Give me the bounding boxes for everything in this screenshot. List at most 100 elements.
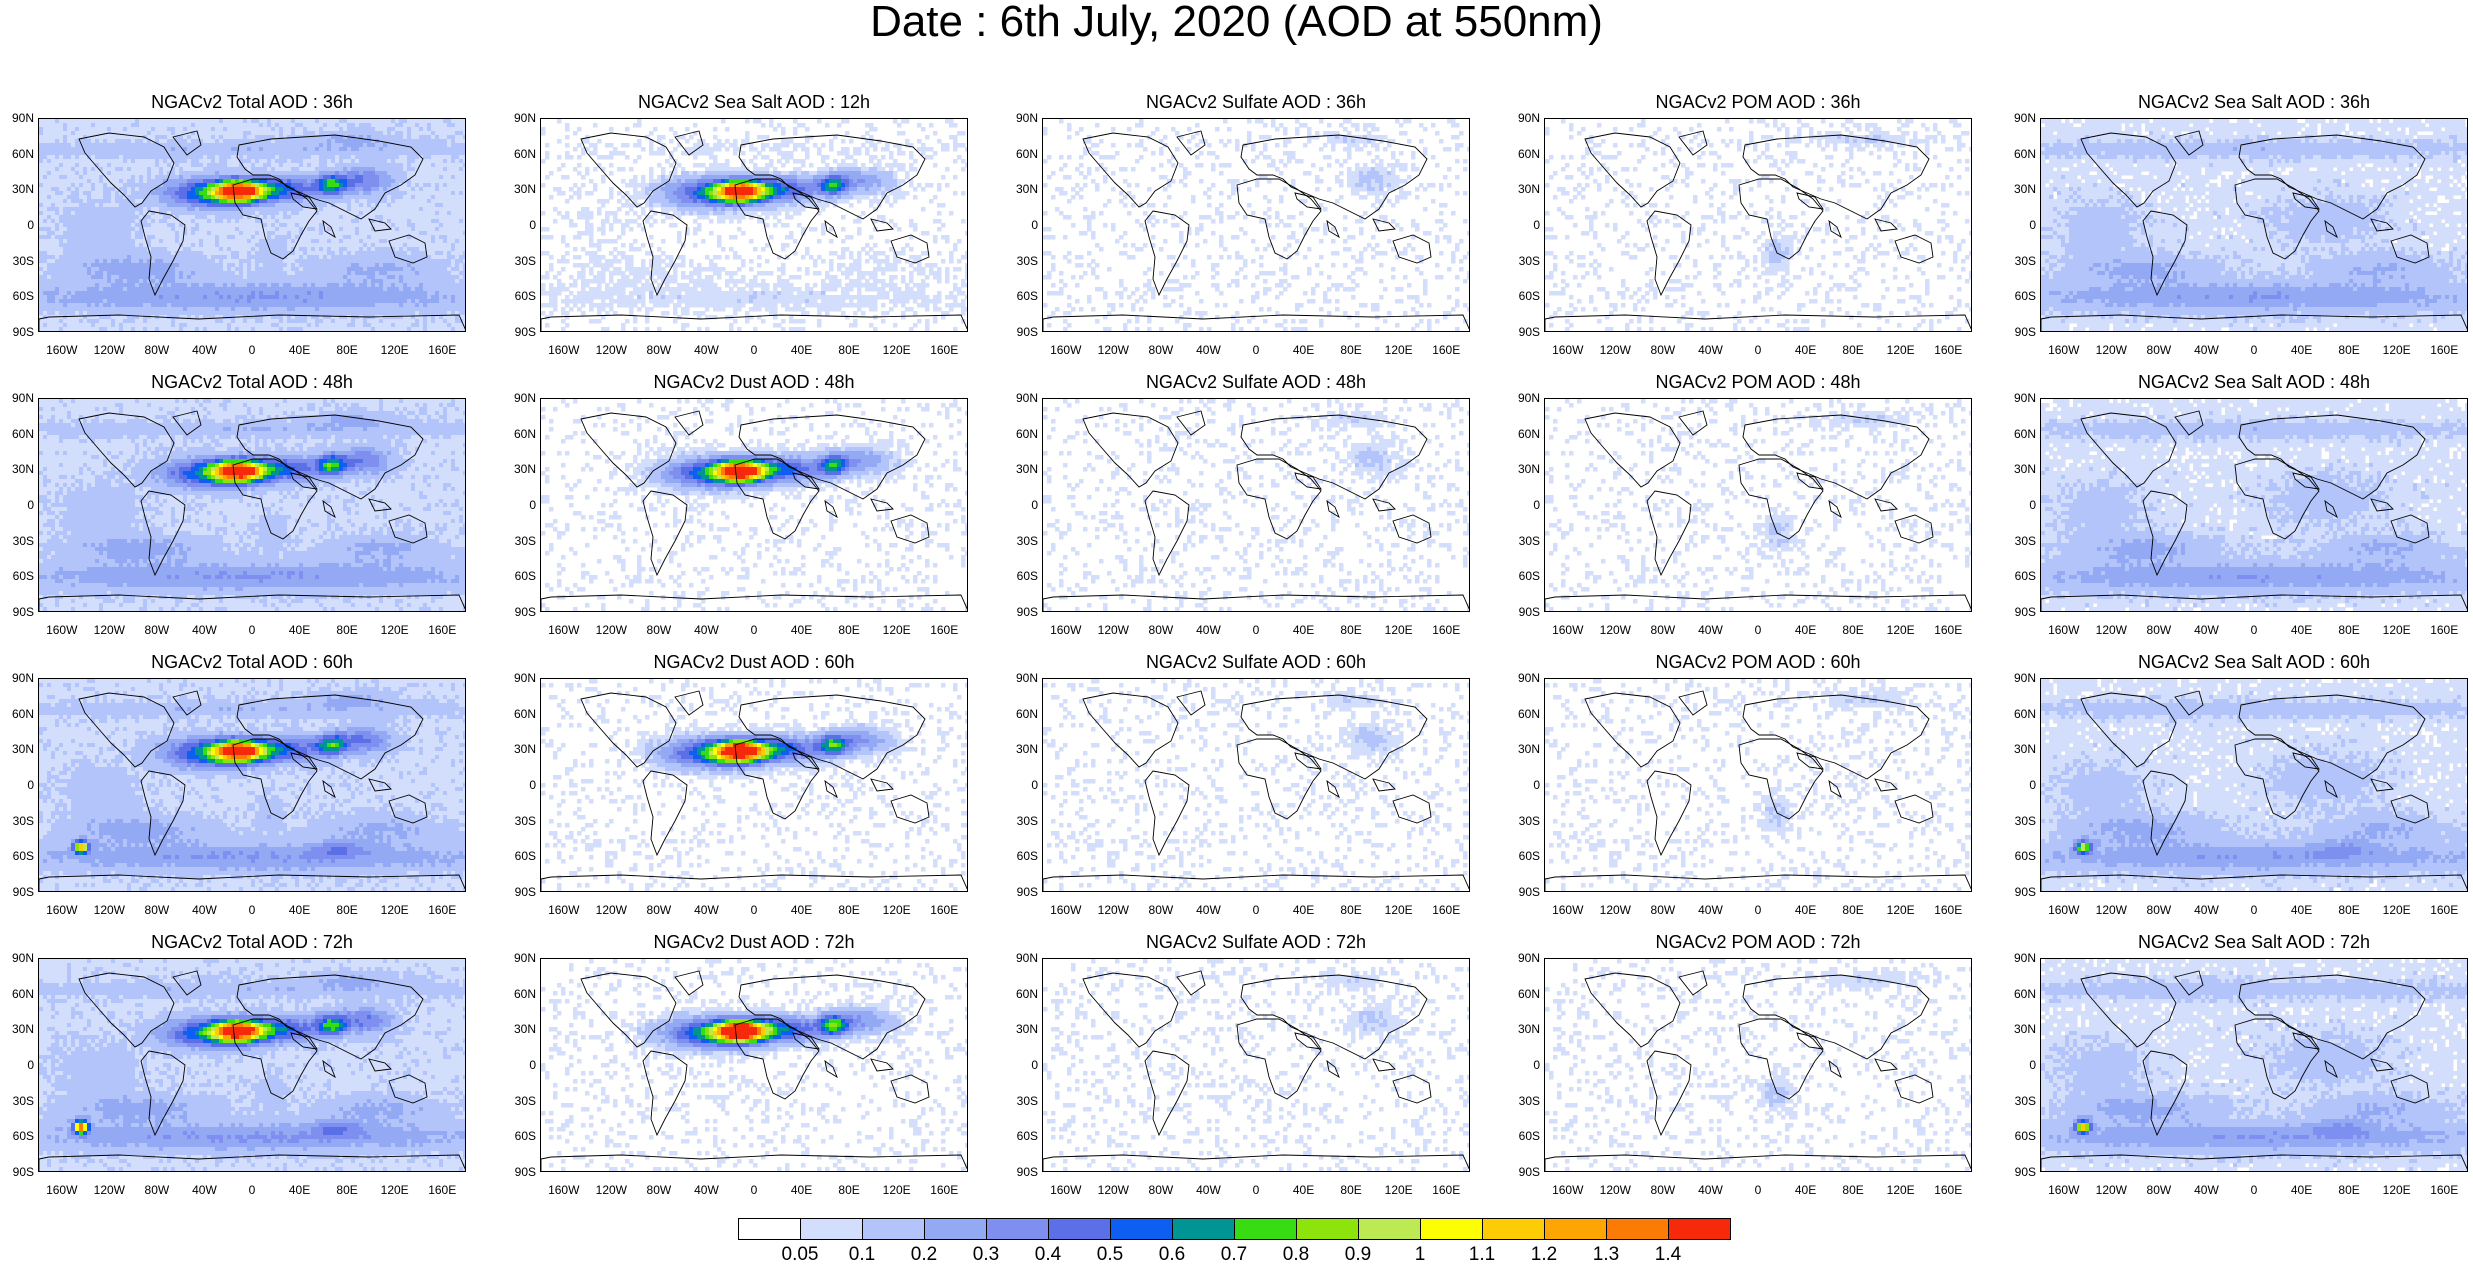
lon-tick-label: 120W — [1088, 1184, 1138, 1196]
lat-tick-label: 60N — [496, 428, 536, 440]
lon-tick-label: 160E — [1923, 904, 1973, 916]
colorbar-label: 1.4 — [1638, 1245, 1698, 1265]
lon-tick-label: 80W — [132, 1184, 182, 1196]
lat-tick-label: 30S — [1500, 1095, 1540, 1107]
lat-tick-label: 60N — [1500, 428, 1540, 440]
lon-tick-label: 120W — [1590, 904, 1640, 916]
lon-tick-label: 0 — [1733, 344, 1783, 356]
lon-tick-label: 120E — [2372, 624, 2422, 636]
lon-tick-label: 160W — [37, 344, 87, 356]
panel-title: NGACv2 POM AOD : 48h — [1544, 372, 1972, 392]
lat-tick-label: 90S — [0, 326, 34, 338]
aod-field — [1043, 399, 1470, 612]
panel-title: NGACv2 Total AOD : 60h — [38, 652, 466, 672]
lon-tick-label: 160E — [919, 344, 969, 356]
lat-tick-label: 30N — [1996, 743, 2036, 755]
lat-tick-label: 90N — [0, 392, 34, 404]
lon-tick-label: 80E — [1326, 904, 1376, 916]
lon-tick-label: 80E — [322, 904, 372, 916]
lon-tick-label: 40E — [777, 624, 827, 636]
lon-tick-label: 80W — [1136, 904, 1186, 916]
lon-tick-label: 120W — [586, 624, 636, 636]
lat-tick-label: 30S — [1996, 815, 2036, 827]
lat-tick-label: 0 — [998, 499, 1038, 511]
lon-tick-label: 40E — [1781, 624, 1831, 636]
panel-title: NGACv2 Sulfate AOD : 72h — [1042, 932, 1470, 952]
lon-tick-label: 40W — [1685, 624, 1735, 636]
lon-tick-label: 40W — [1685, 1184, 1735, 1196]
lon-tick-label: 120W — [1088, 624, 1138, 636]
lon-tick-label: 160W — [2039, 624, 2089, 636]
panel-title: NGACv2 POM AOD : 36h — [1544, 92, 1972, 112]
world-map — [38, 678, 466, 892]
lon-tick-label: 40E — [2277, 624, 2327, 636]
lon-tick-label: 0 — [1231, 1184, 1281, 1196]
lon-tick-label: 0 — [2229, 344, 2279, 356]
lon-tick-label: 80E — [1828, 904, 1878, 916]
lon-tick-label: 80W — [634, 344, 684, 356]
lon-tick-label: 160E — [1923, 624, 1973, 636]
lon-tick-label: 120E — [1876, 624, 1926, 636]
lon-tick-label: 120E — [872, 344, 922, 356]
lat-tick-label: 90S — [998, 606, 1038, 618]
aod-field — [541, 679, 968, 892]
lon-tick-label: 40W — [2181, 344, 2231, 356]
world-map — [1042, 398, 1470, 612]
lon-tick-label: 120W — [586, 344, 636, 356]
lon-tick-label: 0 — [1733, 624, 1783, 636]
panel-title: NGACv2 Total AOD : 36h — [38, 92, 466, 112]
lat-tick-label: 0 — [496, 1059, 536, 1071]
lat-tick-label: 30S — [998, 1095, 1038, 1107]
lat-tick-label: 0 — [1996, 499, 2036, 511]
panel-title: NGACv2 Sulfate AOD : 36h — [1042, 92, 1470, 112]
lat-tick-label: 60S — [1996, 570, 2036, 582]
lon-tick-label: 80E — [1326, 1184, 1376, 1196]
aod-field — [1043, 959, 1470, 1172]
lon-tick-label: 80W — [634, 624, 684, 636]
lat-tick-label: 60N — [1996, 988, 2036, 1000]
lat-tick-label: 30N — [1996, 1023, 2036, 1035]
lon-tick-label: 160W — [1543, 344, 1593, 356]
lat-tick-label: 90N — [496, 392, 536, 404]
lat-tick-label: 30N — [1996, 183, 2036, 195]
lat-tick-label: 90S — [1996, 1166, 2036, 1178]
lon-tick-label: 40E — [275, 904, 325, 916]
lon-tick-label: 40E — [777, 1184, 827, 1196]
lat-tick-label: 30N — [1500, 743, 1540, 755]
lat-tick-label: 30N — [1500, 183, 1540, 195]
lat-tick-label: 0 — [998, 219, 1038, 231]
lat-tick-label: 90N — [496, 952, 536, 964]
lat-tick-label: 60S — [998, 1130, 1038, 1142]
lat-tick-label: 60N — [0, 428, 34, 440]
colorbar-swatch — [1110, 1218, 1173, 1240]
lon-tick-label: 80E — [2324, 1184, 2374, 1196]
lon-tick-label: 160E — [417, 344, 467, 356]
lat-tick-label: 0 — [0, 779, 34, 791]
lat-tick-label: 90N — [1500, 112, 1540, 124]
lon-tick-label: 160W — [2039, 904, 2089, 916]
lon-tick-label: 120W — [84, 624, 134, 636]
world-map — [2040, 678, 2468, 892]
lon-tick-label: 160W — [1041, 1184, 1091, 1196]
lon-tick-label: 120E — [1876, 344, 1926, 356]
panel-title: NGACv2 Total AOD : 48h — [38, 372, 466, 392]
lat-tick-label: 90S — [998, 886, 1038, 898]
panel-title: NGACv2 Sulfate AOD : 48h — [1042, 372, 1470, 392]
lat-tick-label: 30N — [496, 1023, 536, 1035]
lon-tick-label: 120E — [872, 1184, 922, 1196]
world-map — [540, 958, 968, 1172]
lon-tick-label: 160E — [2419, 624, 2469, 636]
lon-tick-label: 160E — [1421, 904, 1471, 916]
aod-field — [1043, 679, 1470, 892]
lat-tick-label: 30S — [0, 1095, 34, 1107]
lon-tick-label: 160E — [919, 1184, 969, 1196]
aod-field — [2041, 959, 2468, 1172]
lon-tick-label: 160E — [2419, 1184, 2469, 1196]
lon-tick-label: 120E — [1374, 624, 1424, 636]
lon-tick-label: 0 — [729, 624, 779, 636]
lon-tick-label: 120E — [872, 624, 922, 636]
